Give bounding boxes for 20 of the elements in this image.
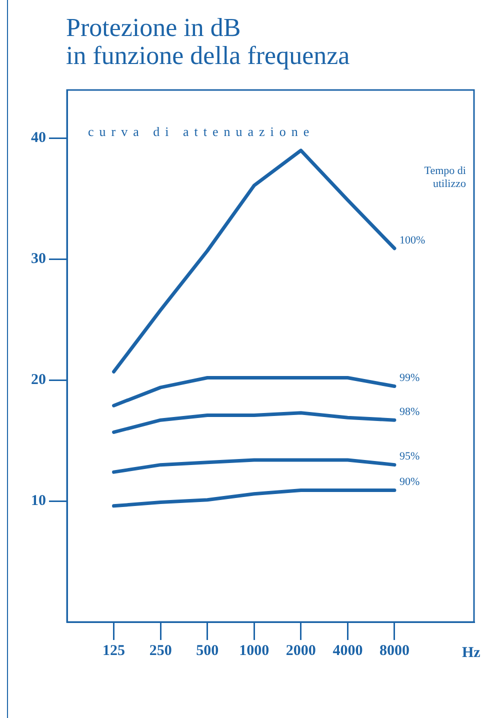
x-tick-label: 4000 (332, 642, 363, 659)
y-tick-label: 10 (31, 492, 46, 509)
x-tick-label: 2000 (286, 642, 316, 659)
y-tick-label: 20 (31, 372, 46, 388)
x-axis-title: Hz (462, 644, 481, 661)
series-label: 100% (399, 234, 426, 246)
y-tick-label: 30 (31, 251, 46, 268)
legend-title: Tempo di utilizzo (424, 165, 466, 190)
series-label: 90% (399, 476, 420, 488)
x-tick-label: 8000 (379, 642, 410, 659)
x-tick-label: 125 (102, 642, 126, 659)
series-label: 99% (399, 372, 420, 384)
series-label: 98% (399, 406, 420, 418)
chart-title: Protezione in dB in funzione della frequenza (66, 13, 350, 70)
x-tick-label: 250 (149, 642, 172, 659)
x-tick-label: 500 (196, 642, 219, 659)
x-tick-label: 1000 (239, 642, 270, 659)
annotation: curva di attenuazione (88, 124, 315, 139)
series-label: 95% (399, 450, 420, 463)
y-tick-label: 40 (31, 130, 46, 146)
